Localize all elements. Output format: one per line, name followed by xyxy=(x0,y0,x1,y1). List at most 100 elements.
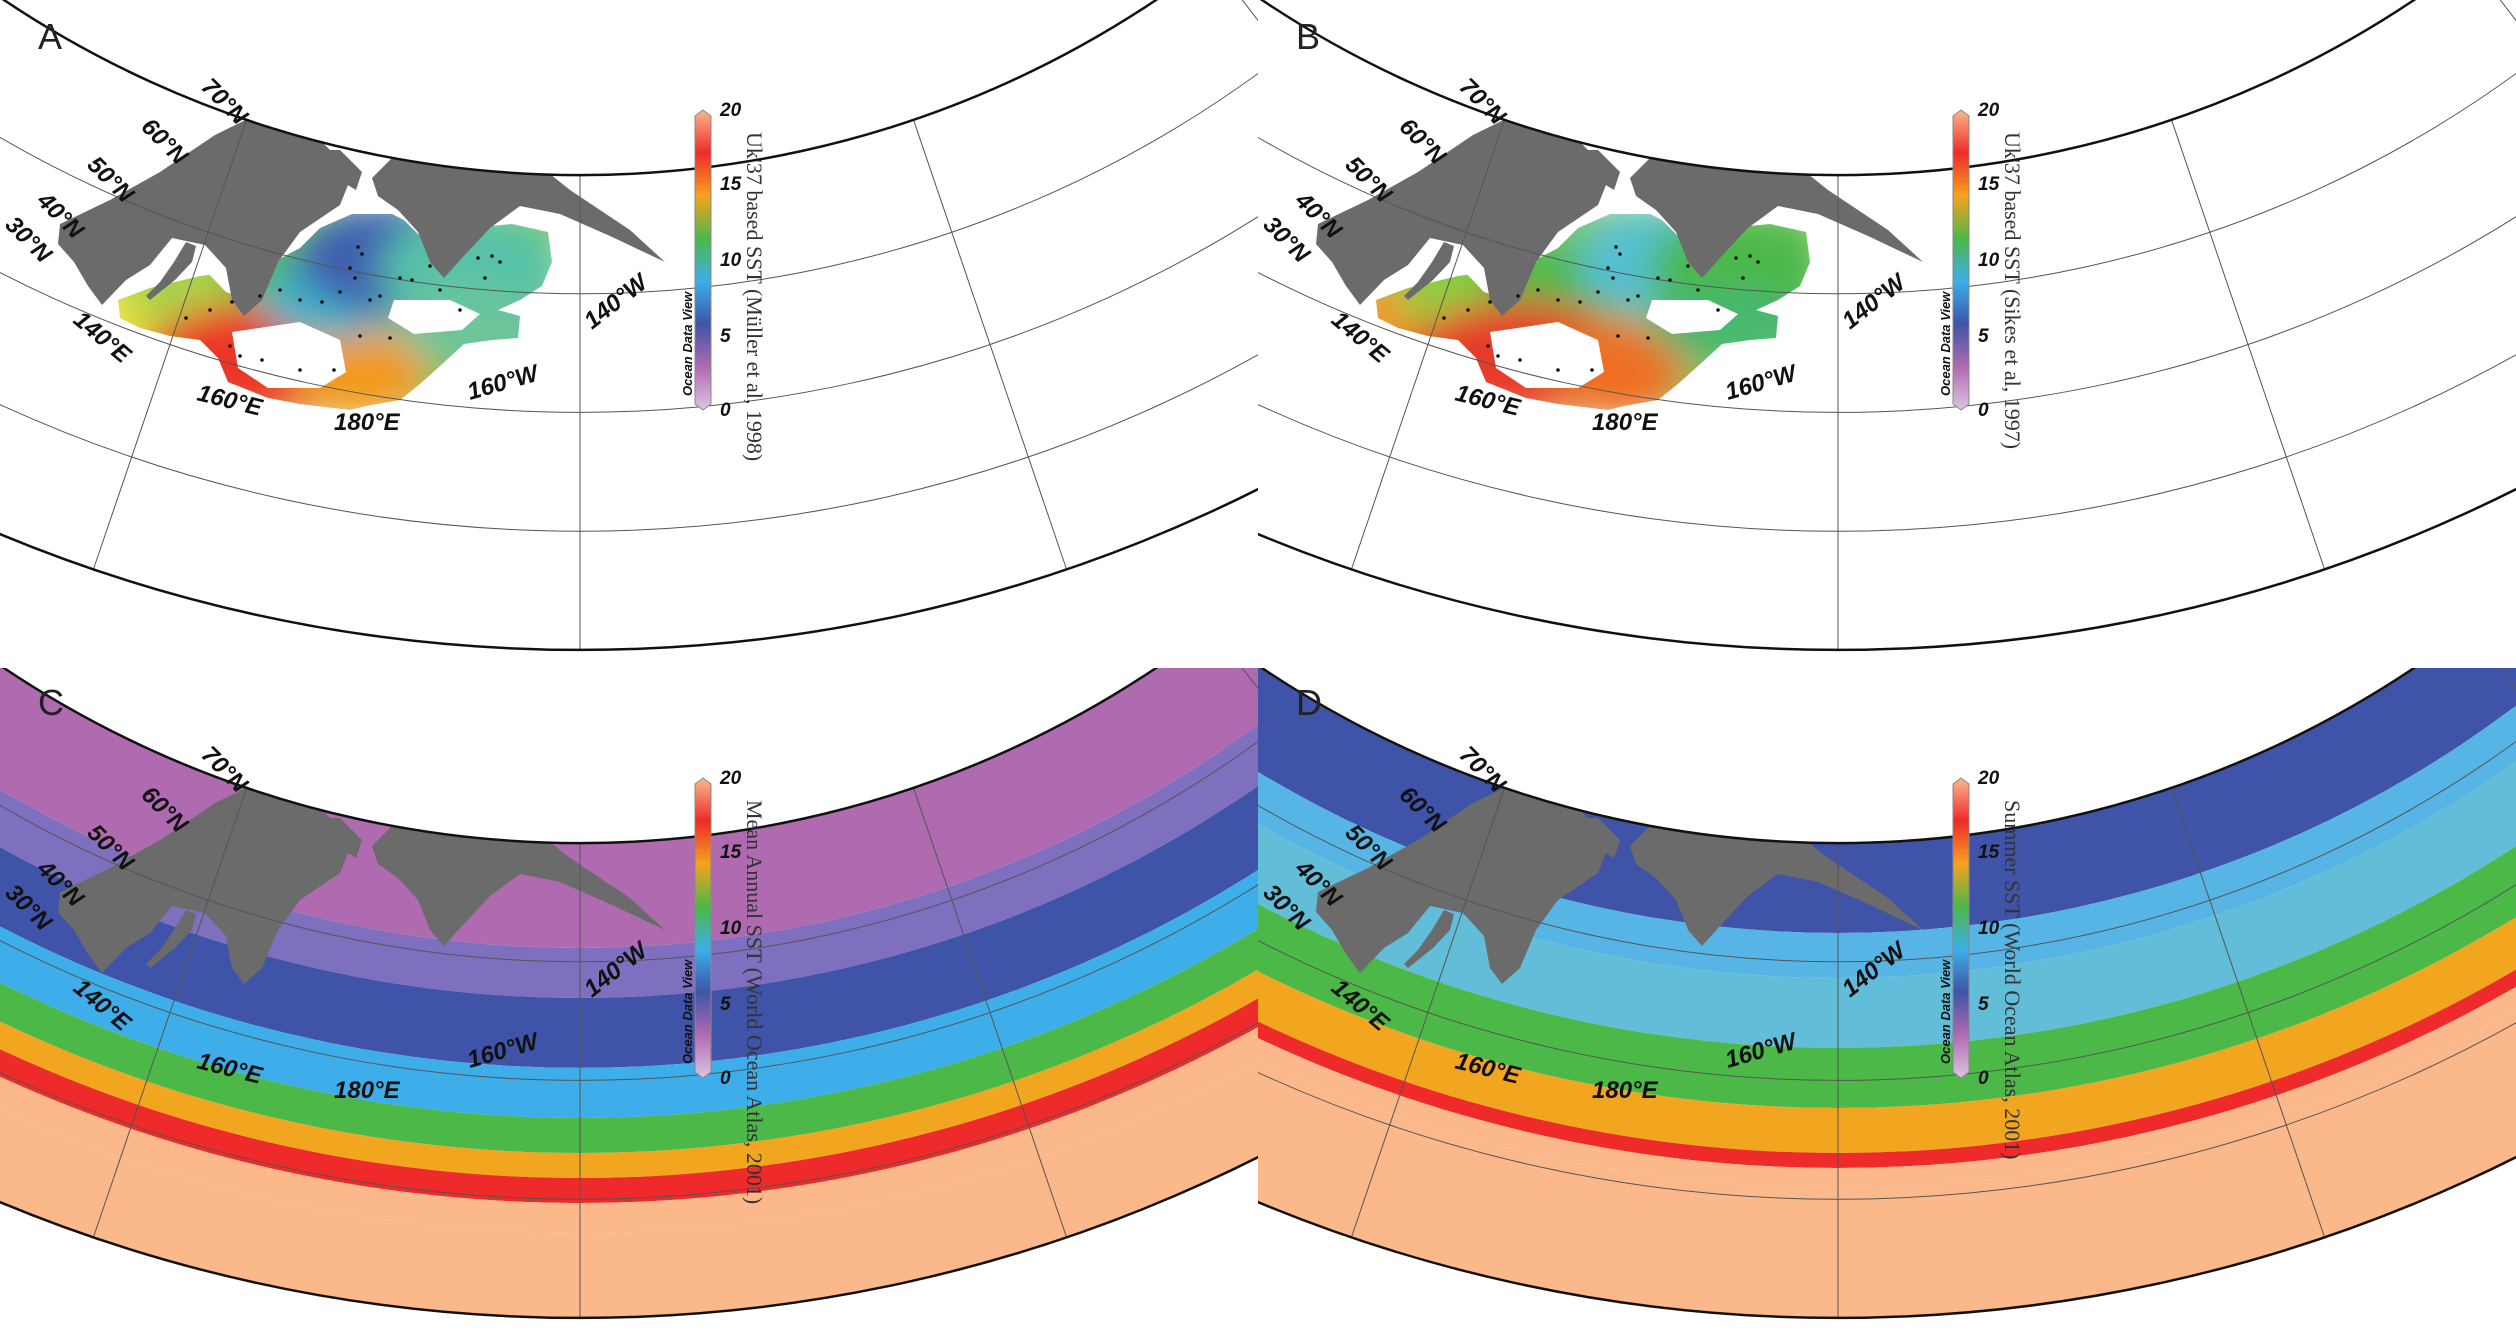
colorbar-tick-label: 20 xyxy=(1978,768,2000,789)
colorbar-gradient xyxy=(1952,109,1970,411)
station-dot xyxy=(1614,245,1618,249)
station-dot xyxy=(1734,256,1738,260)
station-dot xyxy=(483,276,487,280)
station-dot xyxy=(1518,358,1522,362)
station-dot xyxy=(1556,298,1560,302)
graticule xyxy=(1258,668,2516,1318)
station-dot xyxy=(320,300,324,304)
panel-b: 70°N 60°N 50°N 40°N 30°N 140°E 160°E 180°E 160°W… xyxy=(1258,0,2516,668)
colorbar-tick-label: 20 xyxy=(720,100,742,121)
station-dot xyxy=(490,254,494,258)
ocean-data-view-watermark: Ocean Data View xyxy=(680,959,695,1064)
ocean-data-view-watermark: Ocean Data View xyxy=(1938,959,1953,1064)
colorbar-title: Uk'37 based SST (Müller et al, 1998) xyxy=(742,132,767,462)
station-dot xyxy=(1606,266,1610,270)
station-dot xyxy=(1488,300,1492,304)
colorbar-tick-label: 0 xyxy=(1978,1068,1989,1089)
sst-map: 70°N60°N50°N40°N30°N140°E160°E180°E160°W… xyxy=(0,668,1258,1320)
station-dot xyxy=(1618,252,1622,256)
station-dot xyxy=(1590,368,1594,372)
sst-map: 70°N60°N50°N40°N30°N140°E160°E180°E160°W… xyxy=(1258,0,2516,652)
colorbar-tick-label: 10 xyxy=(1978,918,2000,939)
station-dot xyxy=(1596,290,1600,294)
station-dot xyxy=(358,334,362,338)
station-dot xyxy=(1741,276,1745,280)
station-dot xyxy=(1466,308,1470,312)
station-dot xyxy=(1686,264,1690,268)
colorbar-tick-label: 5 xyxy=(1978,994,1989,1015)
colorbar-gradient xyxy=(694,777,712,1079)
station-dot xyxy=(353,276,357,280)
sst-map: 70°N60°N50°N40°N30°N140°E160°E180°E160°W… xyxy=(1258,668,2516,1320)
colorbar-title: Uk'37 based SST (Sikes et al, 1997) xyxy=(2000,132,2025,450)
panel-letter: B xyxy=(1296,16,1321,57)
colorbar-title: Summer SST (World Ocean Atlas, 2001) xyxy=(2000,800,2025,1160)
longitude-label: 180°E xyxy=(1592,409,1659,436)
station-dot xyxy=(1646,336,1650,340)
map-outline xyxy=(0,0,1258,652)
station-dot xyxy=(1536,288,1540,292)
station-dot xyxy=(1696,288,1700,292)
station-dot xyxy=(1556,368,1560,372)
station-dot xyxy=(1486,344,1490,348)
colorbar-tick-label: 0 xyxy=(1978,400,1989,421)
map-outline xyxy=(1258,668,2516,1320)
station-dot xyxy=(458,308,462,312)
colorbar xyxy=(1952,109,1970,411)
station-dot xyxy=(1578,300,1582,304)
station-dot xyxy=(410,278,414,282)
ocean-data-view-watermark: Ocean Data View xyxy=(1938,291,1953,396)
station-dot xyxy=(238,354,242,358)
station-dot xyxy=(1611,276,1615,280)
station-dot xyxy=(1748,254,1752,258)
station-dot xyxy=(230,300,234,304)
colorbar-title: Mean Annual SST (World Ocean Atlas, 2001… xyxy=(742,800,767,1205)
sample-stations xyxy=(184,245,502,372)
station-dot xyxy=(1616,334,1620,338)
map-outline xyxy=(1258,0,2516,652)
station-dot xyxy=(1668,278,1672,282)
station-dot xyxy=(378,294,382,298)
longitude-label: 180°E xyxy=(1592,1077,1659,1104)
graticule xyxy=(0,668,1258,1318)
station-dot xyxy=(260,358,264,362)
colorbar-tick-label: 15 xyxy=(720,842,742,863)
map-outline xyxy=(0,668,1258,1320)
sst-field xyxy=(90,188,570,420)
ocean-data-view-watermark: Ocean Data View xyxy=(680,291,695,396)
colorbar-gradient xyxy=(694,109,712,411)
station-dot xyxy=(298,368,302,372)
colorbar-tick-label: 10 xyxy=(720,918,742,939)
panel-a: 70°N 60°N 50°N 40°N 30°N 140°E 160°E 180°E 160°W… xyxy=(0,0,1258,668)
longitude-label: 180°E xyxy=(334,1077,401,1104)
station-dot xyxy=(428,264,432,268)
station-dot xyxy=(338,290,342,294)
colorbar-tick-label: 20 xyxy=(1978,100,2000,121)
station-dot xyxy=(258,294,262,298)
colorbar-gradient xyxy=(1952,777,1970,1079)
station-dot xyxy=(1626,298,1630,302)
colorbar xyxy=(694,109,712,411)
station-dot xyxy=(348,266,352,270)
station-dot xyxy=(1442,316,1446,320)
colorbar-tick-label: 5 xyxy=(720,994,731,1015)
colorbar-tick-label: 0 xyxy=(720,1068,731,1089)
sst-field xyxy=(0,668,1258,1318)
colorbar-tick-label: 5 xyxy=(1978,326,1989,347)
station-dot xyxy=(388,336,392,340)
colorbar-tick-label: 10 xyxy=(720,250,742,271)
station-dot xyxy=(298,298,302,302)
panel-d: 70°N 60°N 50°N 40°N 30°N 140°E 160°E 180°E 160°W… xyxy=(1258,668,2516,1336)
station-dot xyxy=(1756,260,1760,264)
station-dot xyxy=(356,245,360,249)
station-dot xyxy=(184,316,188,320)
station-dot xyxy=(1516,294,1520,298)
longitude-label: 180°E xyxy=(334,409,401,436)
station-dot xyxy=(1656,276,1660,280)
colorbar-tick-label: 0 xyxy=(720,400,731,421)
station-dot xyxy=(278,288,282,292)
station-dot xyxy=(1496,354,1500,358)
station-dot xyxy=(360,252,364,256)
colorbar-tick-label: 15 xyxy=(720,174,742,195)
station-dot xyxy=(498,260,502,264)
